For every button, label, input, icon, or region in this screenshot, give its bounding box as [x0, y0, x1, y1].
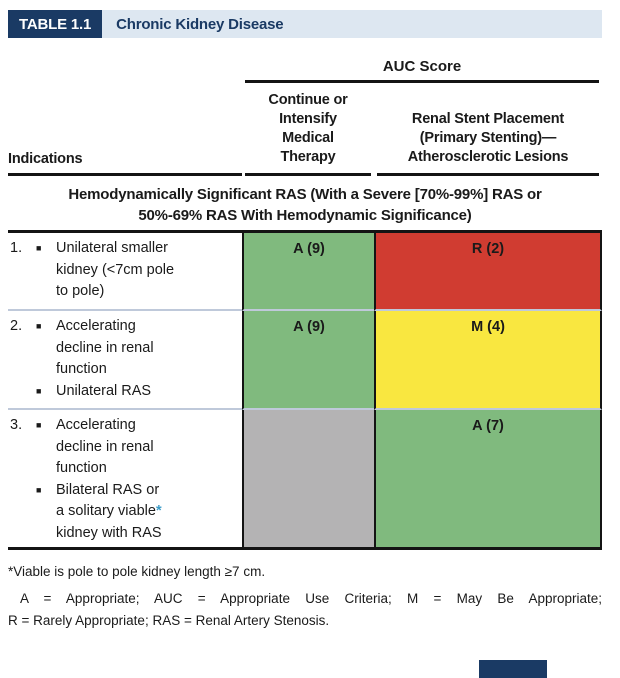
footnote-abbreviations: A = Appropriate; AUC = Appropriate Use C… [8, 588, 602, 632]
footnote-abbrev-line2: R = Rarely Appropriate; RAS = Renal Arte… [8, 613, 330, 628]
table-title-bar: TABLE 1.1 Chronic Kidney Disease [8, 10, 602, 38]
score-cell-stent-row3: A (7) [374, 410, 602, 547]
bullet-item: ■ Unilateral RAS [36, 381, 238, 403]
score-cell-medical-row2: A (9) [242, 311, 374, 410]
bullet-square-icon: ■ [36, 321, 42, 331]
footnote-viable: *Viable is pole to pole kidney length ≥7… [8, 564, 266, 579]
table-title: Chronic Kidney Disease [102, 10, 602, 38]
bullet-square-icon: ■ [36, 420, 42, 430]
footnote-asterisk: * [155, 503, 162, 519]
header-spacer [8, 58, 242, 83]
bullet-item: ■ Bilateral RAS or a solitary viable* ki… [36, 480, 238, 545]
indications-column-header: Indications [8, 83, 242, 176]
indication-cell-1: 1. ■ Unilateral smaller kidney (<7cm pol… [8, 233, 242, 311]
indication-text-part: kidney with RAS [56, 524, 162, 541]
indication-text: Unilateral RAS [56, 382, 152, 399]
table-number-tag: TABLE 1.1 [8, 10, 103, 38]
row-number-2: 2. [10, 318, 23, 334]
table-header: AUC Score Indications Continue or Intens… [8, 58, 602, 176]
bullet-square-icon: ■ [36, 484, 42, 495]
indication-text-part: Bilateral RAS or a solitary viable [56, 481, 160, 520]
bullet-square-icon: ■ [36, 243, 42, 253]
partial-next-table-banner-fragment [479, 660, 547, 678]
table-figure: TABLE 1.1 Chronic Kidney Disease AUC Sco… [8, 10, 602, 632]
auc-score-spanner-header: AUC Score [245, 58, 599, 83]
table-body: 1. ■ Unilateral smaller kidney (<7cm pol… [8, 233, 602, 550]
score-cell-stent-row2: M (4) [374, 311, 602, 410]
score-cell-stent-row1: R (2) [374, 233, 602, 311]
bullet-square-icon: ■ [36, 385, 42, 396]
row-number-1: 1. [10, 240, 23, 256]
bullet-item: ■ Accelerating decline in renal function [36, 415, 238, 480]
bullet-item: ■ Accelerating decline in renal function [36, 316, 238, 381]
score-cell-medical-row3-empty [242, 410, 374, 547]
bullet-list: ■ Accelerating decline in renal function… [36, 316, 238, 408]
bullet-item: ■ Unilateral smaller kidney (<7cm pole t… [36, 238, 238, 303]
bullet-list: ■ Unilateral smaller kidney (<7cm pole t… [36, 238, 238, 309]
indication-text: Unilateral smaller kidney (<7cm pole to … [56, 240, 175, 299]
bullet-list: ■ Accelerating decline in renal function… [36, 415, 238, 547]
medical-therapy-column-header: Continue or Intensify Medical Therapy [245, 83, 371, 176]
indication-text: Accelerating decline in renal function [56, 318, 154, 377]
indication-cell-2: 2. ■ Accelerating decline in renal funct… [8, 311, 242, 410]
section-header-hemodynamically-significant-ras: Hemodynamically Significant RAS (With a … [8, 176, 602, 233]
indication-text: Bilateral RAS or a solitary viable* kidn… [56, 480, 238, 545]
renal-stent-column-header: Renal Stent Placement (Primary Stenting)… [377, 83, 599, 176]
indication-text: Accelerating decline in renal function [56, 417, 154, 476]
score-cell-medical-row1: A (9) [242, 233, 374, 311]
footnote-abbrev-line1: A = Appropriate; AUC = Appropriate Use C… [20, 591, 602, 606]
indication-cell-3: 3. ■ Accelerating decline in renal funct… [8, 410, 242, 547]
row-number-3: 3. [10, 417, 23, 433]
